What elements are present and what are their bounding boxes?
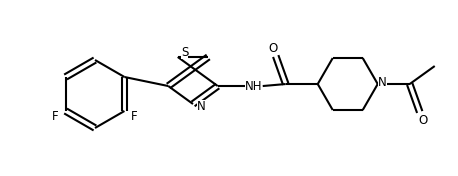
- Text: F: F: [131, 111, 138, 124]
- Text: F: F: [52, 111, 59, 124]
- Text: O: O: [268, 42, 278, 55]
- Text: NH: NH: [245, 80, 262, 93]
- Text: S: S: [181, 46, 188, 59]
- Text: N: N: [196, 99, 205, 112]
- Text: N: N: [378, 76, 387, 89]
- Text: O: O: [418, 114, 427, 127]
